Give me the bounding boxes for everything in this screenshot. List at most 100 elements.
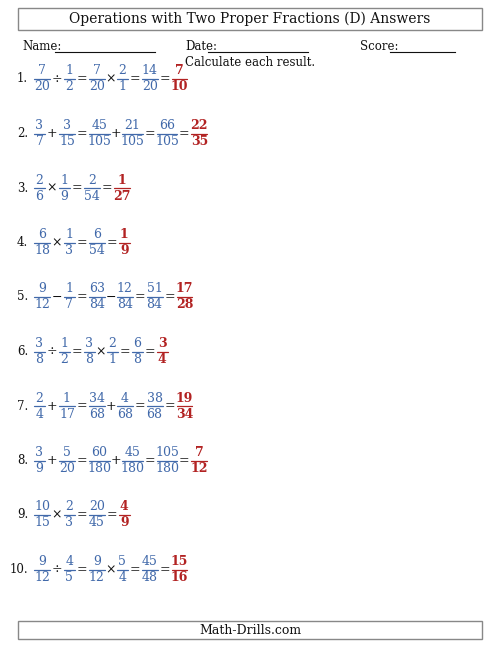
Text: 28: 28	[176, 298, 193, 311]
Text: 180: 180	[120, 462, 144, 475]
Text: 9: 9	[38, 283, 46, 296]
Text: 180: 180	[155, 462, 179, 475]
Text: 54: 54	[89, 244, 104, 257]
Text: =: =	[76, 563, 87, 576]
Text: 48: 48	[142, 571, 158, 584]
Text: 45: 45	[124, 446, 140, 459]
Text: 3: 3	[66, 516, 74, 529]
Text: 2: 2	[36, 173, 44, 186]
Text: 8: 8	[134, 353, 141, 366]
Text: ÷: ÷	[52, 563, 62, 576]
Text: 68: 68	[146, 408, 162, 421]
Text: 54: 54	[84, 190, 100, 203]
Text: 1: 1	[108, 353, 116, 366]
Text: 9: 9	[120, 516, 128, 529]
Text: 66: 66	[159, 119, 175, 132]
Text: Date:: Date:	[185, 41, 217, 54]
Text: −: −	[52, 291, 62, 303]
Text: 1: 1	[118, 80, 126, 94]
Text: 84: 84	[89, 298, 105, 311]
Text: 12: 12	[89, 571, 104, 584]
Text: 1.: 1.	[17, 72, 28, 85]
Text: 5.: 5.	[17, 291, 28, 303]
Text: 2: 2	[36, 391, 44, 404]
Text: ÷: ÷	[52, 72, 62, 85]
Text: 2: 2	[118, 65, 126, 78]
Text: 6: 6	[38, 228, 46, 241]
Text: =: =	[106, 509, 117, 521]
Text: 68: 68	[116, 408, 132, 421]
Text: 1: 1	[66, 65, 74, 78]
Text: 27: 27	[113, 190, 130, 203]
Text: =: =	[179, 454, 190, 467]
Text: 7: 7	[36, 135, 44, 148]
Text: 3: 3	[36, 119, 44, 132]
Text: 3: 3	[63, 119, 71, 132]
Text: =: =	[76, 291, 87, 303]
Text: 2.: 2.	[17, 127, 28, 140]
Text: 1: 1	[60, 173, 68, 186]
Text: 34: 34	[176, 408, 193, 421]
Text: 2: 2	[60, 353, 68, 366]
Text: 17: 17	[176, 283, 193, 296]
Text: +: +	[46, 399, 58, 413]
Text: 7: 7	[195, 446, 203, 459]
Text: Operations with Two Proper Fractions (D) Answers: Operations with Two Proper Fractions (D)…	[70, 12, 430, 26]
Text: 22: 22	[190, 119, 208, 132]
Text: 4.: 4.	[17, 236, 28, 249]
Text: 45: 45	[89, 516, 104, 529]
Text: 15: 15	[34, 516, 50, 529]
Text: Score:: Score:	[360, 41, 399, 54]
Text: 9: 9	[38, 555, 46, 568]
Text: 68: 68	[89, 408, 105, 421]
Text: 3: 3	[66, 244, 74, 257]
Text: 14: 14	[142, 65, 158, 78]
Bar	[18, 621, 482, 639]
Text: 4: 4	[120, 391, 128, 404]
Text: 20: 20	[89, 80, 104, 94]
Text: =: =	[134, 291, 145, 303]
Text: =: =	[134, 399, 145, 413]
Text: 7: 7	[93, 65, 100, 78]
Text: 3: 3	[36, 337, 44, 350]
Text: 15: 15	[171, 555, 188, 568]
Text: +: +	[106, 399, 116, 413]
Text: 19: 19	[176, 391, 193, 404]
Text: 1: 1	[63, 391, 71, 404]
Text: =: =	[179, 127, 190, 140]
Text: 10.: 10.	[10, 563, 28, 576]
Text: 20: 20	[142, 80, 158, 94]
Text: 10: 10	[171, 80, 188, 94]
Text: 6: 6	[93, 228, 101, 241]
Text: Calculate each result.: Calculate each result.	[185, 56, 315, 69]
Text: 1: 1	[66, 283, 74, 296]
Text: 2: 2	[88, 173, 96, 186]
Text: 45: 45	[142, 555, 158, 568]
Text: =: =	[76, 509, 87, 521]
Text: 1: 1	[66, 228, 74, 241]
Text: +: +	[46, 454, 58, 467]
Text: 9: 9	[120, 244, 128, 257]
Text: 7: 7	[175, 65, 184, 78]
Text: 12: 12	[117, 283, 132, 296]
Text: −: −	[106, 291, 116, 303]
Text: ×: ×	[106, 563, 116, 576]
Text: 20: 20	[59, 462, 75, 475]
Text: =: =	[130, 563, 140, 576]
Text: 17: 17	[59, 408, 75, 421]
Text: Name:: Name:	[22, 41, 62, 54]
Text: 20: 20	[34, 80, 50, 94]
Text: 3: 3	[86, 337, 94, 350]
Text: 9.: 9.	[17, 509, 28, 521]
Text: =: =	[106, 236, 117, 249]
Text: 1: 1	[120, 228, 128, 241]
Text: ×: ×	[96, 345, 106, 358]
Text: =: =	[120, 345, 130, 358]
Text: 12: 12	[190, 462, 208, 475]
Text: =: =	[144, 127, 155, 140]
Text: =: =	[144, 345, 155, 358]
Text: 2: 2	[66, 501, 74, 514]
Text: =: =	[72, 345, 82, 358]
Text: 16: 16	[171, 571, 188, 584]
Text: 35: 35	[190, 135, 208, 148]
